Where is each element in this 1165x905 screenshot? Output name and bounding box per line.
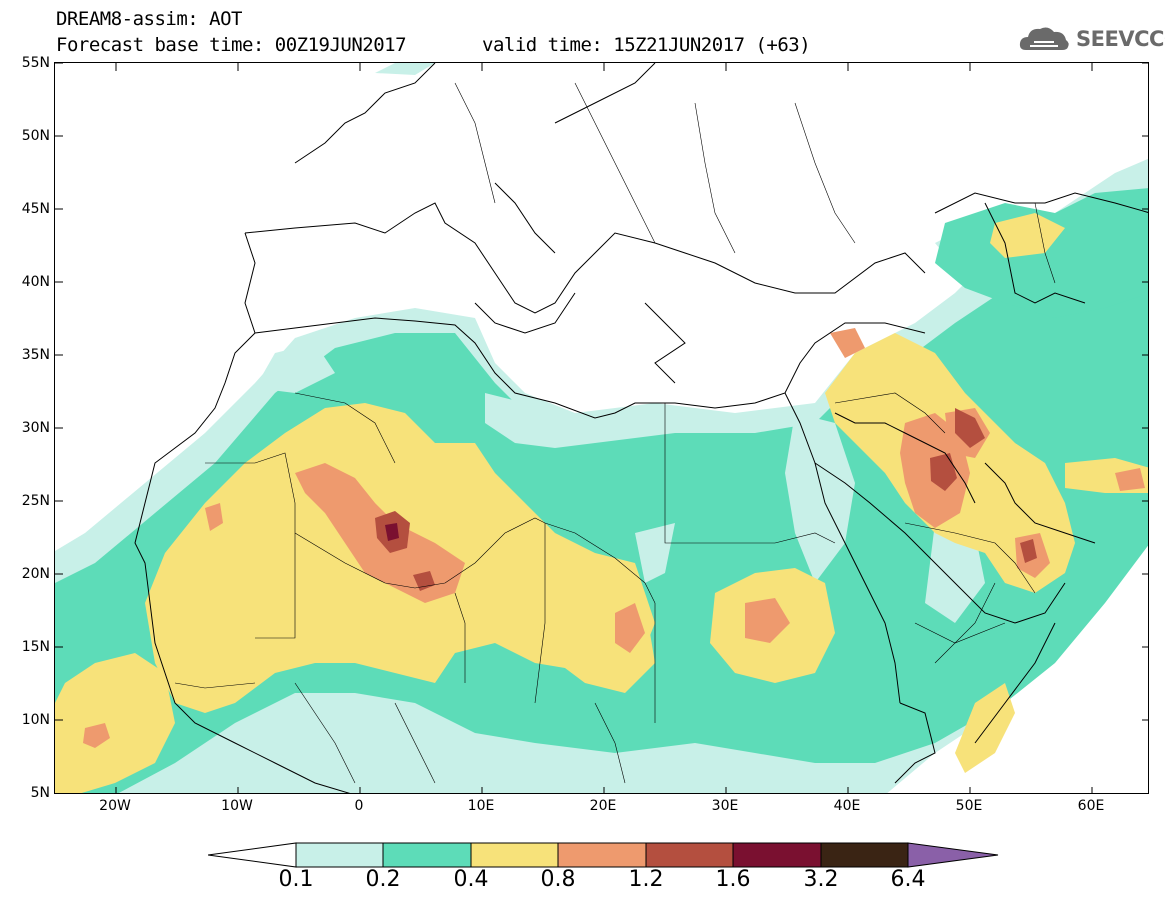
lon-label: 30E <box>711 798 739 814</box>
lat-label: 10N <box>21 712 50 728</box>
legend-swatch <box>382 842 472 868</box>
lon-label: 20W <box>99 798 131 814</box>
lat-label: 40N <box>21 274 50 290</box>
chart-title: DREAM8-assim: AOT <box>56 8 242 30</box>
coastlines <box>134 63 1148 793</box>
legend-arrow-high <box>907 842 999 868</box>
lat-label: 50N <box>21 128 50 144</box>
legend-label: 0.1 <box>278 867 314 892</box>
axis-ticks <box>55 63 1148 793</box>
aot-map <box>54 62 1149 794</box>
legend-label: 0.8 <box>540 867 576 892</box>
seevccc-logo: SEEVCCC <box>1018 22 1165 56</box>
legend-swatch <box>732 842 822 868</box>
lat-label: 15N <box>21 639 50 655</box>
lon-label: 10W <box>221 798 253 814</box>
lon-label: 60E <box>1077 798 1105 814</box>
lat-label: 5N <box>30 785 50 801</box>
cloud-icon <box>1019 27 1069 50</box>
lon-label: 0 <box>354 798 364 814</box>
valid-time: valid time: 15Z21JUN2017 (+63) <box>482 34 811 56</box>
lat-label: 30N <box>21 420 50 436</box>
legend-swatch <box>557 842 647 868</box>
legend-swatch <box>470 842 559 868</box>
legend-label: 0.2 <box>365 867 401 892</box>
lon-label: 10E <box>467 798 495 814</box>
logo-text: SEEVCCC <box>1076 27 1165 51</box>
color-legend <box>208 842 999 868</box>
legend-swatch <box>645 842 734 868</box>
lon-label: 40E <box>833 798 861 814</box>
lat-label: 55N <box>21 55 50 71</box>
lat-label: 35N <box>21 347 50 363</box>
lat-label: 45N <box>21 201 50 217</box>
country-borders <box>174 82 1056 784</box>
legend-label: 1.2 <box>628 867 664 892</box>
lon-label: 20E <box>589 798 617 814</box>
legend-swatch <box>295 842 384 868</box>
aot-band-1.6 <box>385 523 399 541</box>
legend-label: 0.4 <box>453 867 489 892</box>
legend-label: 3.2 <box>803 867 839 892</box>
legend-label: 6.4 <box>890 867 926 892</box>
legend-swatch <box>820 842 909 868</box>
lon-label: 50E <box>955 798 983 814</box>
legend-arrow-low <box>208 842 297 868</box>
lat-label: 20N <box>21 566 50 582</box>
lat-label: 25N <box>21 493 50 509</box>
legend-label: 1.6 <box>715 867 751 892</box>
forecast-base-time: Forecast base time: 00Z19JUN2017 <box>56 34 407 56</box>
